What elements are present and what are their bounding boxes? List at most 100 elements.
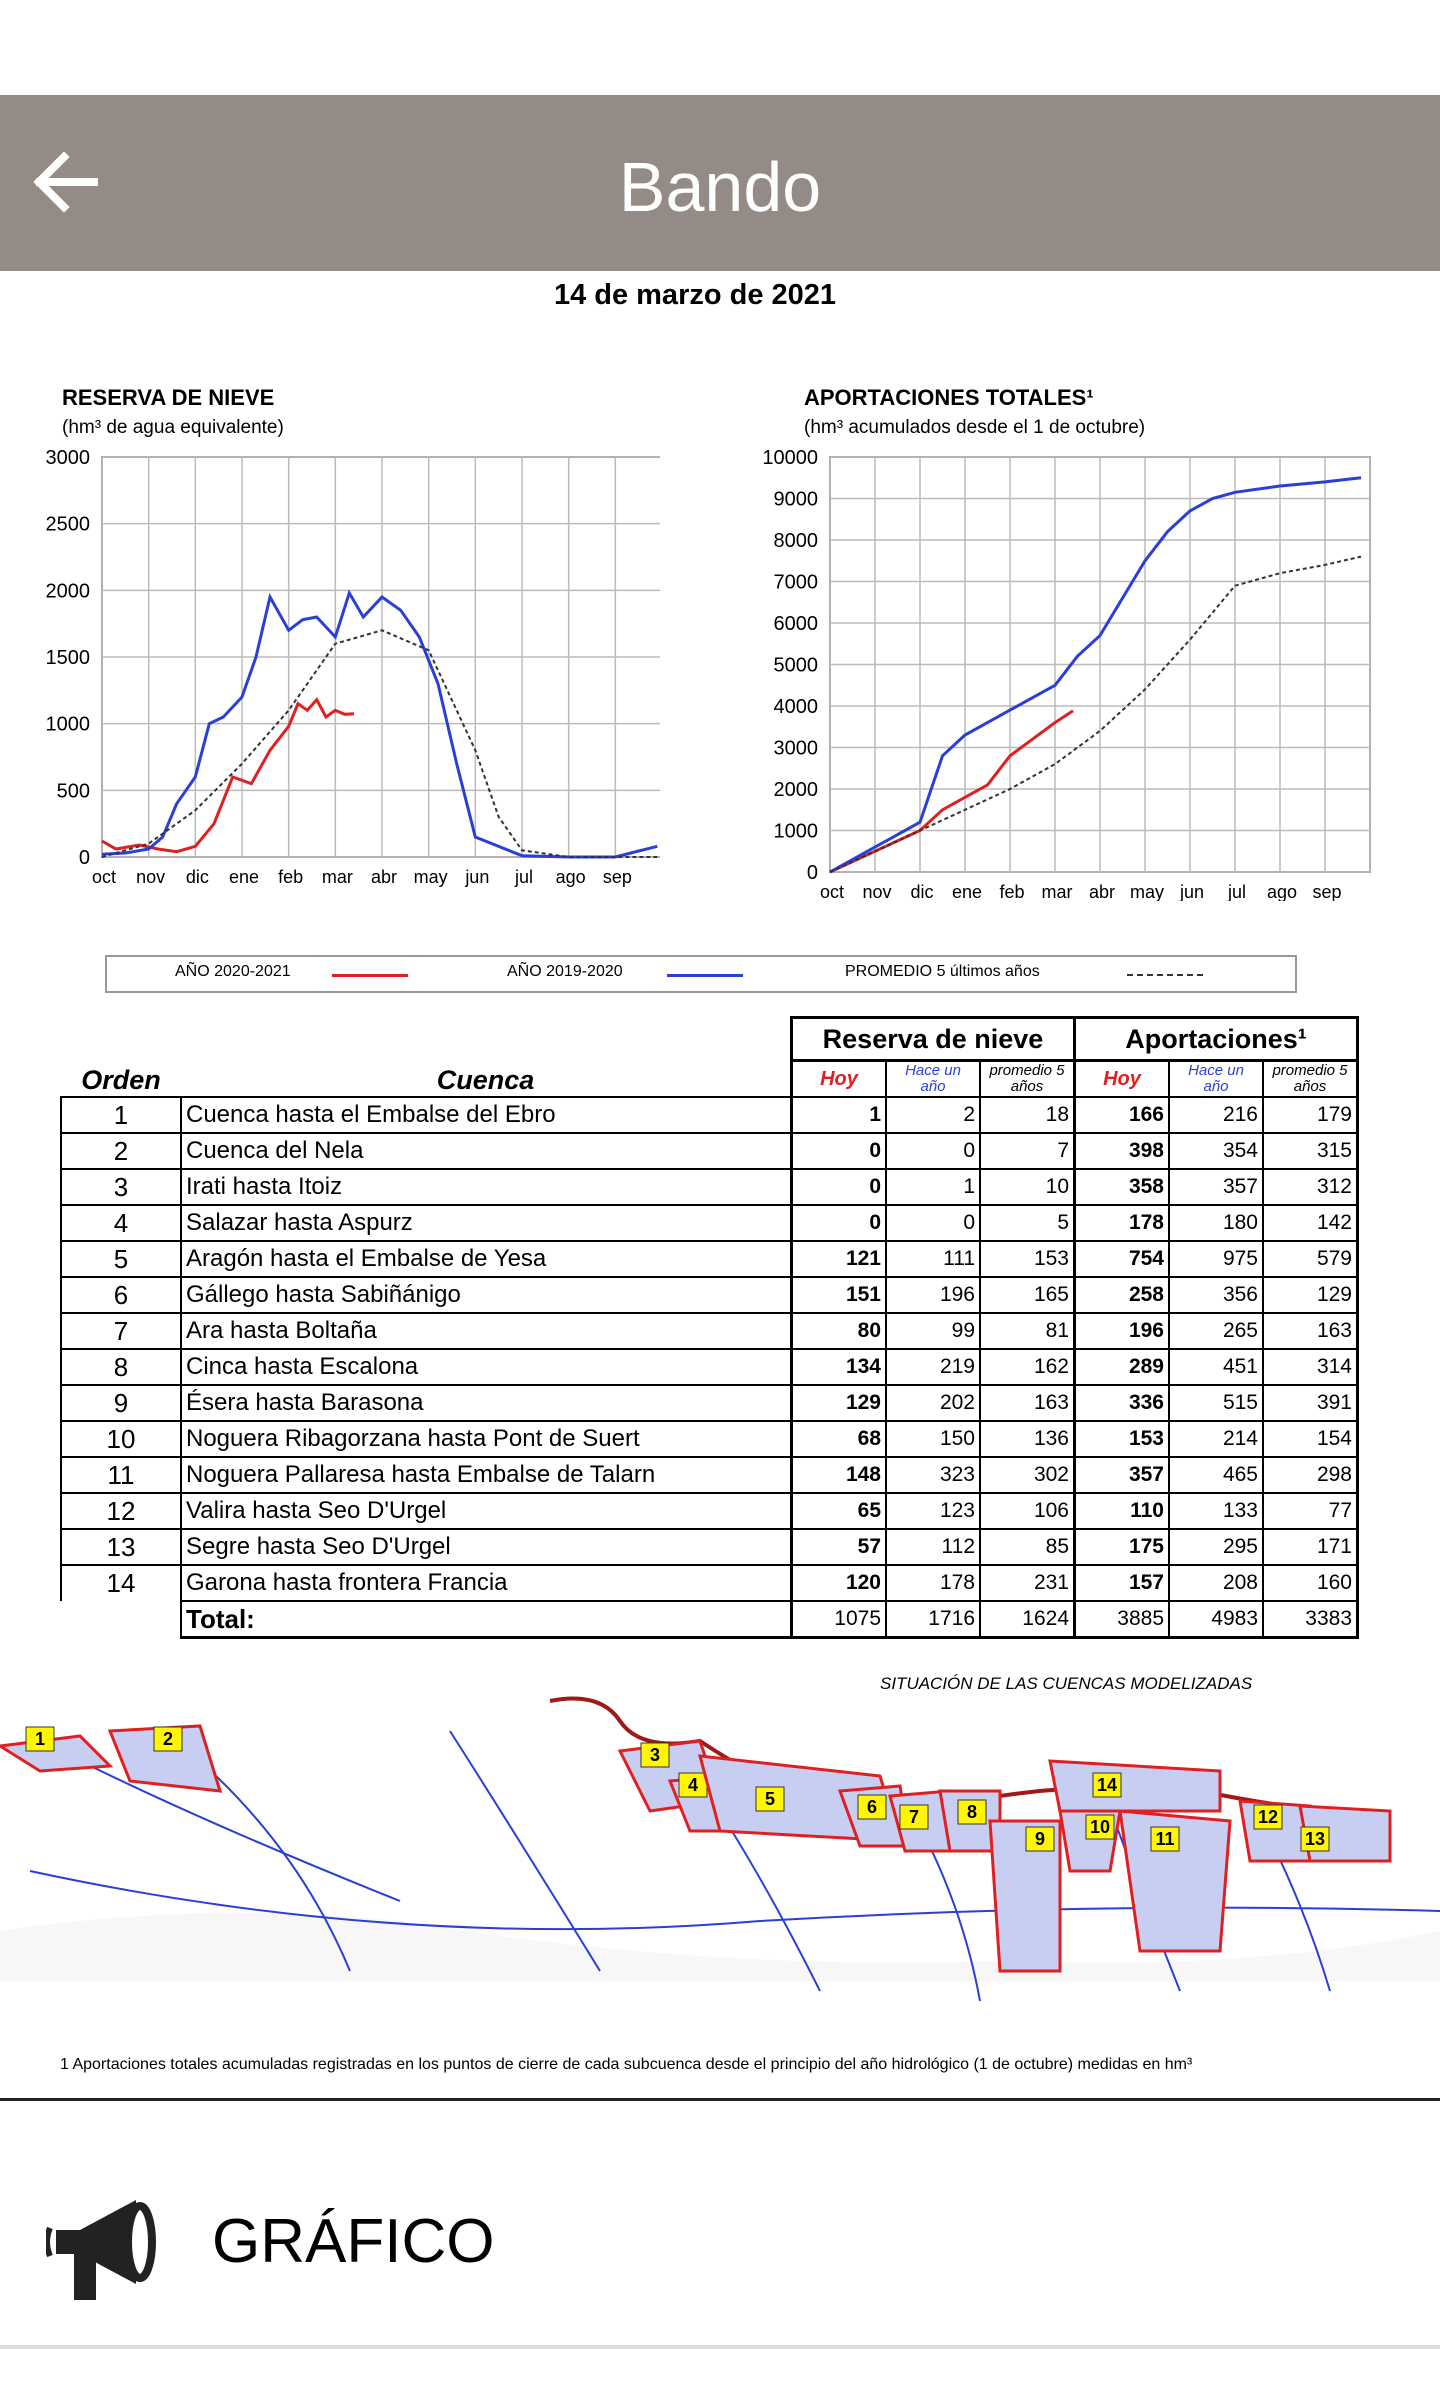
total-value: 3885 <box>1073 1600 1169 1639</box>
basin-label-box <box>25 1726 55 1752</box>
y-tick-label: 4000 <box>774 696 819 718</box>
row-reserva-promedio: 106 <box>979 1492 1075 1529</box>
y-tick-label: 1000 <box>46 714 91 736</box>
back-arrow-icon[interactable] <box>24 137 114 227</box>
table-row: 4 Salazar hasta Aspurz 0 0 5 178 180 142 <box>60 1204 1359 1241</box>
row-aport-hace: 208 <box>1168 1564 1263 1601</box>
x-tick-label: abr <box>371 867 397 887</box>
table-row: 6 Gállego hasta Sabiñánigo 151 196 165 258 356… <box>60 1276 1359 1313</box>
row-cuenca: Cuenca del Nela <box>180 1132 793 1169</box>
row-reserva-hoy: 121 <box>790 1240 886 1277</box>
basin-label-box <box>1025 1826 1055 1852</box>
legend-line-blue <box>667 974 743 977</box>
basin-label: 13 <box>1305 1829 1325 1849</box>
basin-label-box <box>755 1786 785 1812</box>
y-tick-label: 1500 <box>46 647 91 669</box>
row-reserva-promedio: 231 <box>979 1564 1075 1601</box>
y-tick-label: 7000 <box>774 572 819 594</box>
row-cuenca: Cinca hasta Escalona <box>180 1348 793 1385</box>
y-tick-label: 5000 <box>774 655 819 677</box>
row-aport-hace: 180 <box>1168 1204 1263 1241</box>
x-tick-label: ago <box>556 867 586 887</box>
row-cuenca: Aragón hasta el Embalse de Yesa <box>180 1240 793 1277</box>
row-aport-hace: 216 <box>1168 1096 1263 1133</box>
row-cuenca: Noguera Ribagorzana hasta Pont de Suert <box>180 1420 793 1457</box>
row-aport-hoy: 157 <box>1073 1564 1169 1601</box>
row-orden: 5 <box>60 1240 181 1277</box>
x-tick-label: jun <box>1179 882 1204 901</box>
series-line-2020-2021 <box>829 709 1074 874</box>
total-flow-chart: 0 1000 2000 3000 4000 5000 6000 7000 8000 9000 100… <box>762 447 1371 901</box>
basin-label-box <box>1085 1814 1115 1840</box>
row-reserva-hoy: 0 <box>790 1204 886 1241</box>
table-row: 3 Irati hasta Itoiz 0 1 10 358 357 312 <box>60 1168 1359 1205</box>
col-header-reserva: Reserva de nieve <box>790 1016 1076 1062</box>
row-cuenca: Cuenca hasta el Embalse del Ebro <box>180 1096 793 1133</box>
y-tick-label: 2500 <box>46 514 91 536</box>
row-aport-promedio: 77 <box>1262 1492 1359 1529</box>
row-reserva-hace: 150 <box>885 1420 980 1457</box>
col-header-cuenca: Cuenca <box>181 1017 792 1098</box>
x-tick-label: dic <box>186 867 209 887</box>
row-aport-hoy: 178 <box>1073 1204 1169 1241</box>
row-reserva-hace: 112 <box>885 1528 980 1565</box>
row-aport-hoy: 358 <box>1073 1168 1169 1205</box>
row-aport-promedio: 298 <box>1262 1456 1359 1493</box>
subheader-hace-un-ano: Hace un año <box>1168 1059 1264 1098</box>
row-reserva-promedio: 302 <box>979 1456 1075 1493</box>
basin-label-box <box>857 1794 887 1820</box>
row-reserva-hace: 99 <box>885 1312 980 1349</box>
y-tick-label: 2000 <box>774 779 819 801</box>
x-tick-label: feb <box>999 882 1024 901</box>
basin-label-box <box>1092 1772 1122 1798</box>
row-aport-hoy: 196 <box>1073 1312 1169 1349</box>
row-reserva-hace: 123 <box>885 1492 980 1529</box>
row-reserva-hoy: 120 <box>790 1564 886 1601</box>
row-reserva-hoy: 80 <box>790 1312 886 1349</box>
river-line <box>449 1730 601 1972</box>
row-cuenca: Gállego hasta Sabiñánigo <box>180 1276 793 1313</box>
row-orden: 2 <box>60 1132 181 1169</box>
total-value: 4983 <box>1168 1600 1263 1639</box>
row-orden: 10 <box>60 1420 181 1457</box>
row-aport-hoy: 258 <box>1073 1276 1169 1313</box>
row-orden: 3 <box>60 1168 181 1205</box>
row-reserva-hace: 111 <box>885 1240 980 1277</box>
table-row: 14 Garona hasta frontera Francia 120 178 231… <box>60 1564 1359 1601</box>
row-reserva-hace: 219 <box>885 1348 980 1385</box>
row-aport-hace: 295 <box>1168 1528 1263 1565</box>
grafico-label: GRÁFICO <box>212 2207 495 2276</box>
total-spacer <box>61 1601 181 1638</box>
grafico-row[interactable]: GRÁFICO <box>0 2150 1440 2330</box>
basin-label: 10 <box>1090 1817 1110 1837</box>
total-value: 1716 <box>885 1600 980 1639</box>
legend-line-dashed <box>1127 974 1203 976</box>
row-aport-promedio: 312 <box>1262 1168 1359 1205</box>
basin-label: 3 <box>650 1745 660 1765</box>
basin-label: 14 <box>1097 1775 1117 1795</box>
basin-label: 12 <box>1258 1807 1278 1827</box>
row-reserva-promedio: 153 <box>979 1240 1075 1277</box>
row-aport-hace: 214 <box>1168 1420 1263 1457</box>
basin-area <box>1118 1809 1232 1953</box>
row-aport-hoy: 110 <box>1073 1492 1169 1529</box>
row-orden: 1 <box>60 1096 181 1133</box>
x-tick-label: abr <box>1089 882 1115 901</box>
chart-legend: AÑO 2020-2021 AÑO 2019-2020 PROMEDIO 5 ú… <box>105 955 1297 993</box>
col-header-orden: Orden <box>81 1065 161 1095</box>
subheader-promedio: promedio 5 años <box>979 1059 1076 1098</box>
col-header-aportaciones: Aportaciones¹ <box>1073 1016 1359 1062</box>
row-aport-promedio: 315 <box>1262 1132 1359 1169</box>
row-aport-hace: 133 <box>1168 1492 1263 1529</box>
row-cuenca: Segre hasta Seo D'Urgel <box>180 1528 793 1565</box>
row-cuenca: Ara hasta Boltaña <box>180 1312 793 1349</box>
x-tick-label: jun <box>464 867 489 887</box>
series-line-2019-2020 <box>829 476 1362 874</box>
row-aport-hace: 354 <box>1168 1132 1263 1169</box>
row-reserva-hoy: 57 <box>790 1528 886 1565</box>
flow-chart-subtitle: (hm³ acumulados desde el 1 de octubre) <box>804 417 1146 438</box>
total-value: 3383 <box>1262 1600 1359 1639</box>
basin-label-box <box>899 1804 929 1830</box>
legend-line-red <box>332 974 408 977</box>
row-reserva-hace: 1 <box>885 1168 980 1205</box>
